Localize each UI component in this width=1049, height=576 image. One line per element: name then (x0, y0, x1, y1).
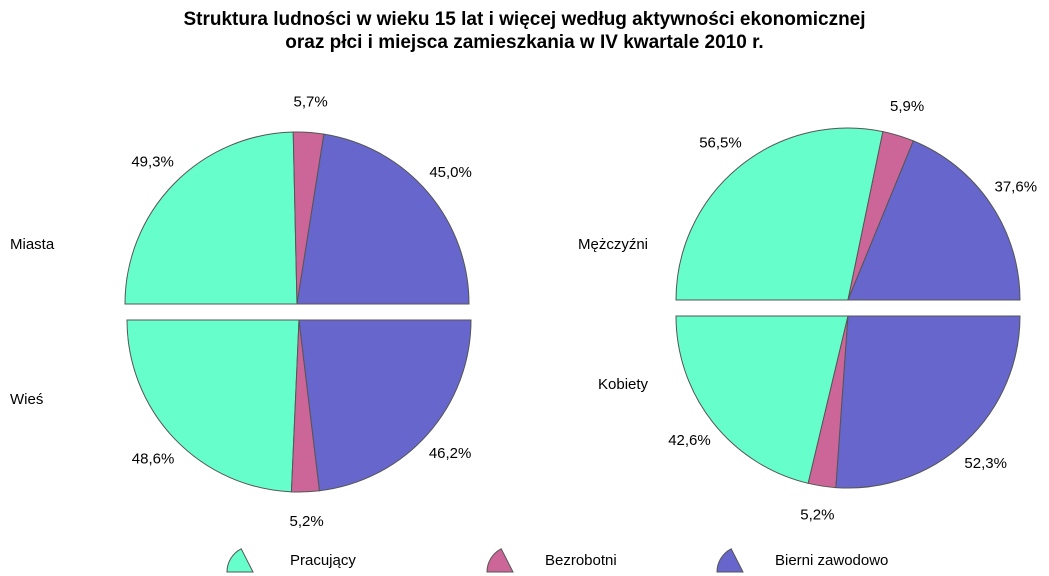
value-label: 56,5% (699, 134, 742, 151)
legend-label: Pracujący (290, 552, 356, 569)
pie-sector (675, 315, 849, 484)
value-label: 5,9% (890, 98, 924, 115)
series-label: Kobiety (598, 376, 649, 393)
pie-sector (835, 315, 1021, 489)
value-label: 45,0% (429, 164, 472, 181)
value-label: 5,7% (294, 93, 328, 110)
legend-swatch (716, 548, 744, 573)
pie-sector (847, 140, 1021, 301)
value-label: 37,6% (995, 178, 1038, 195)
value-label: 46,2% (429, 445, 472, 462)
value-label: 42,6% (668, 432, 711, 449)
value-label: 49,3% (131, 154, 174, 171)
legend-label: Bierni zawodowo (775, 552, 888, 569)
legend-swatch (226, 548, 254, 573)
legend-label: Bezrobotni (545, 552, 617, 569)
chart-title: Struktura ludności w wieku 15 lat i więc… (183, 9, 866, 53)
pie-sector (126, 319, 300, 493)
value-label: 48,6% (132, 451, 175, 468)
pie-sector (124, 131, 298, 305)
legend-swatch (486, 548, 514, 573)
series-label: Wieś (10, 391, 43, 408)
series-label: Miasta (10, 236, 55, 253)
value-label: 5,2% (290, 513, 324, 530)
value-label: 52,3% (964, 455, 1007, 472)
series-label: Mężczyźni (578, 236, 648, 253)
pie-sector (298, 319, 472, 492)
value-label: 5,2% (800, 507, 834, 524)
pie-sector (675, 127, 884, 301)
pie-sector (296, 133, 470, 305)
